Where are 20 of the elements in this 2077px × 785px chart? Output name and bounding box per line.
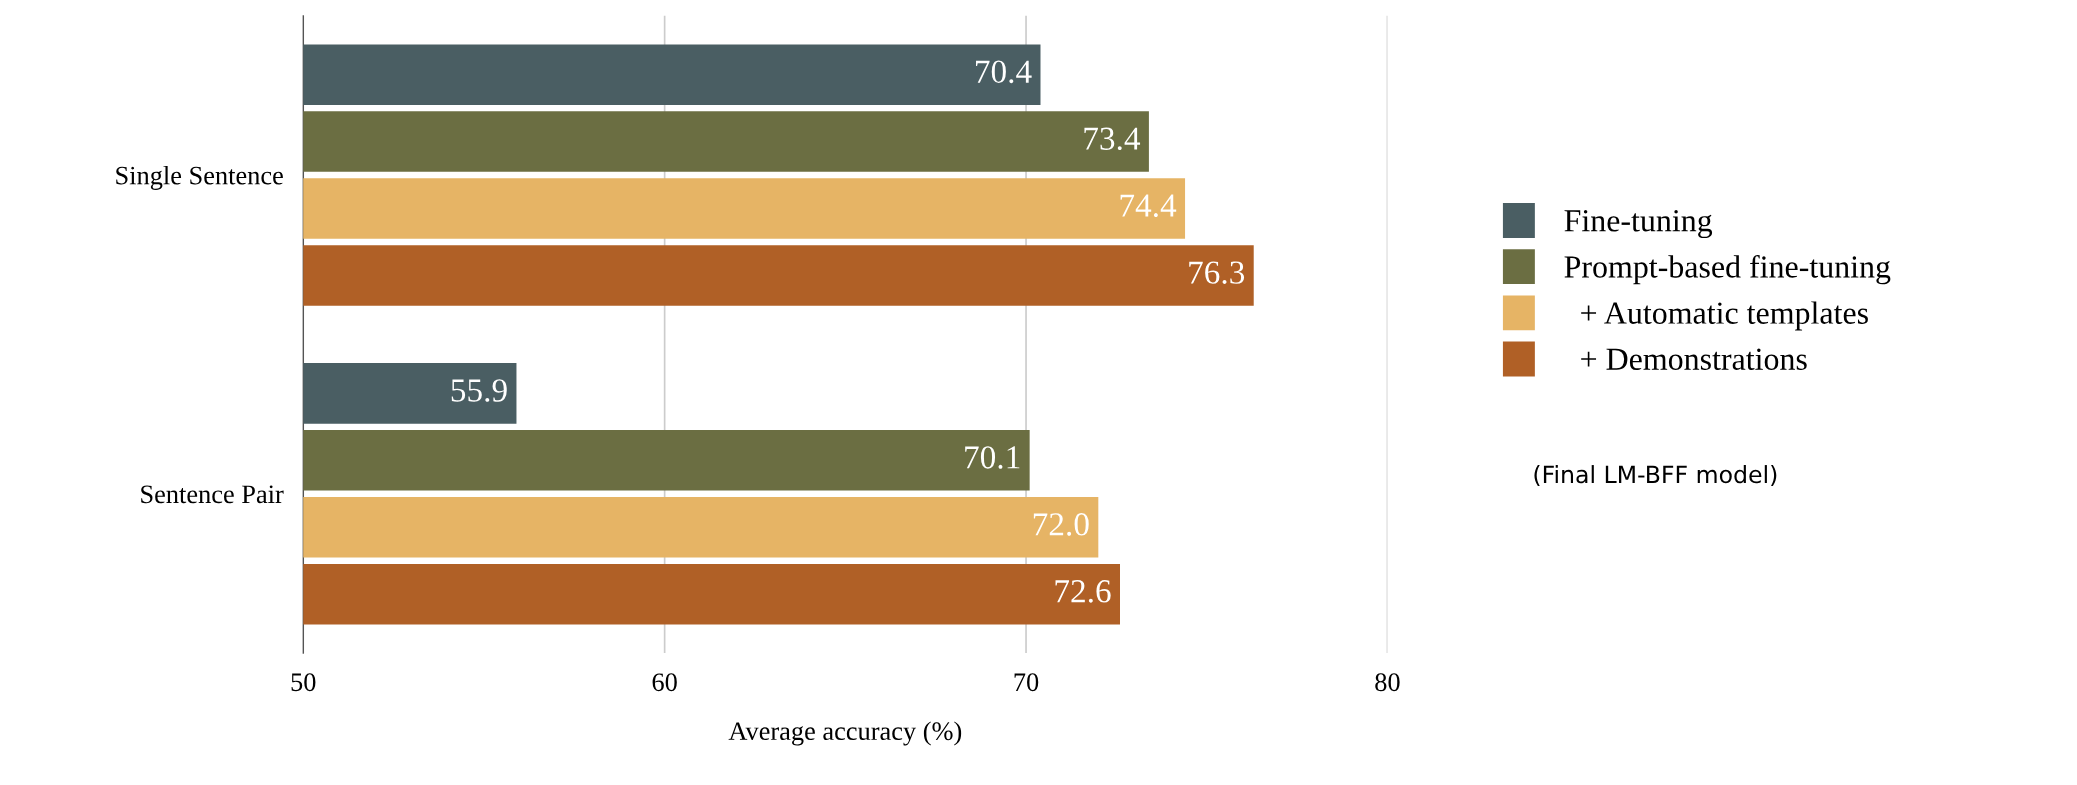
data-label: 76.3 — [1189, 261, 1245, 284]
legend-label: Fine-tuning — [1564, 210, 1713, 239]
x-tick-label: 80 — [1375, 673, 1400, 692]
y-tick-label: Single Sentence — [116, 165, 283, 190]
data-label: 55.9 — [451, 379, 507, 402]
x-axis-title: Average accuracy (%) — [728, 721, 962, 746]
x-tick-label: 50 — [291, 673, 316, 692]
legend-label: + Automatic templates — [1581, 301, 1868, 331]
data-label: 74.4 — [1120, 194, 1177, 218]
legend-label: + Demonstrations — [1581, 348, 1807, 370]
text: (Final LM-BFF model) — [1534, 465, 1777, 487]
data-label: 70.1 — [965, 446, 1020, 469]
y-tick-label: Sentence Pair — [141, 485, 284, 504]
data-label: 72.6 — [1055, 580, 1111, 603]
data-label: 73.4 — [1084, 127, 1141, 151]
x-tick-label: 60 — [652, 673, 677, 692]
x-tick-label: 70 — [1014, 673, 1039, 692]
legend-label: Prompt-based fine-tuning — [1564, 254, 1891, 285]
data-label: 70.4 — [976, 60, 1032, 84]
data-label: 72.0 — [1033, 513, 1089, 536]
